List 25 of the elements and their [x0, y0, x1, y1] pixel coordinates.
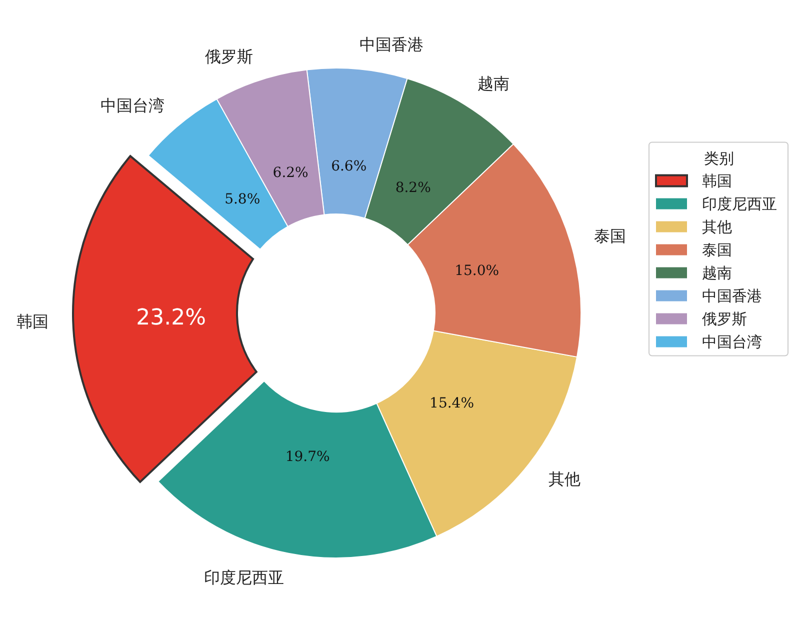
legend-label: 印度尼西亚: [702, 194, 777, 213]
legend-title: 类别: [704, 149, 734, 168]
slice-label: 其他: [548, 470, 580, 488]
slice-label: 泰国: [594, 226, 626, 246]
data-label: 19.7%: [285, 449, 330, 466]
legend-label: 俄罗斯: [702, 310, 747, 328]
data-label: 6.6%: [331, 158, 367, 175]
data-label: 15.0%: [454, 262, 500, 279]
slice-label: 中国香港: [360, 35, 424, 54]
slice-label: 中国台湾: [100, 96, 164, 115]
data-label: 5.8%: [224, 192, 260, 208]
legend-label: 其他: [702, 218, 732, 236]
data-label: 8.2%: [395, 180, 431, 196]
slice-label: 俄罗斯: [204, 47, 253, 66]
legend-label: 泰国: [702, 240, 732, 259]
legend-label: 韩国: [702, 172, 732, 190]
slice-label: 印度尼西亚: [204, 568, 284, 587]
slice-label: 越南: [477, 74, 510, 94]
data-label: 6.2%: [272, 165, 308, 182]
data-label: 23.2%: [136, 305, 206, 330]
data-label: 15.4%: [430, 396, 474, 412]
legend-label: 越南: [702, 264, 732, 282]
slice-label: 韩国: [16, 312, 49, 332]
legend-label: 中国台湾: [702, 332, 762, 351]
legend-label: 中国香港: [702, 286, 762, 305]
